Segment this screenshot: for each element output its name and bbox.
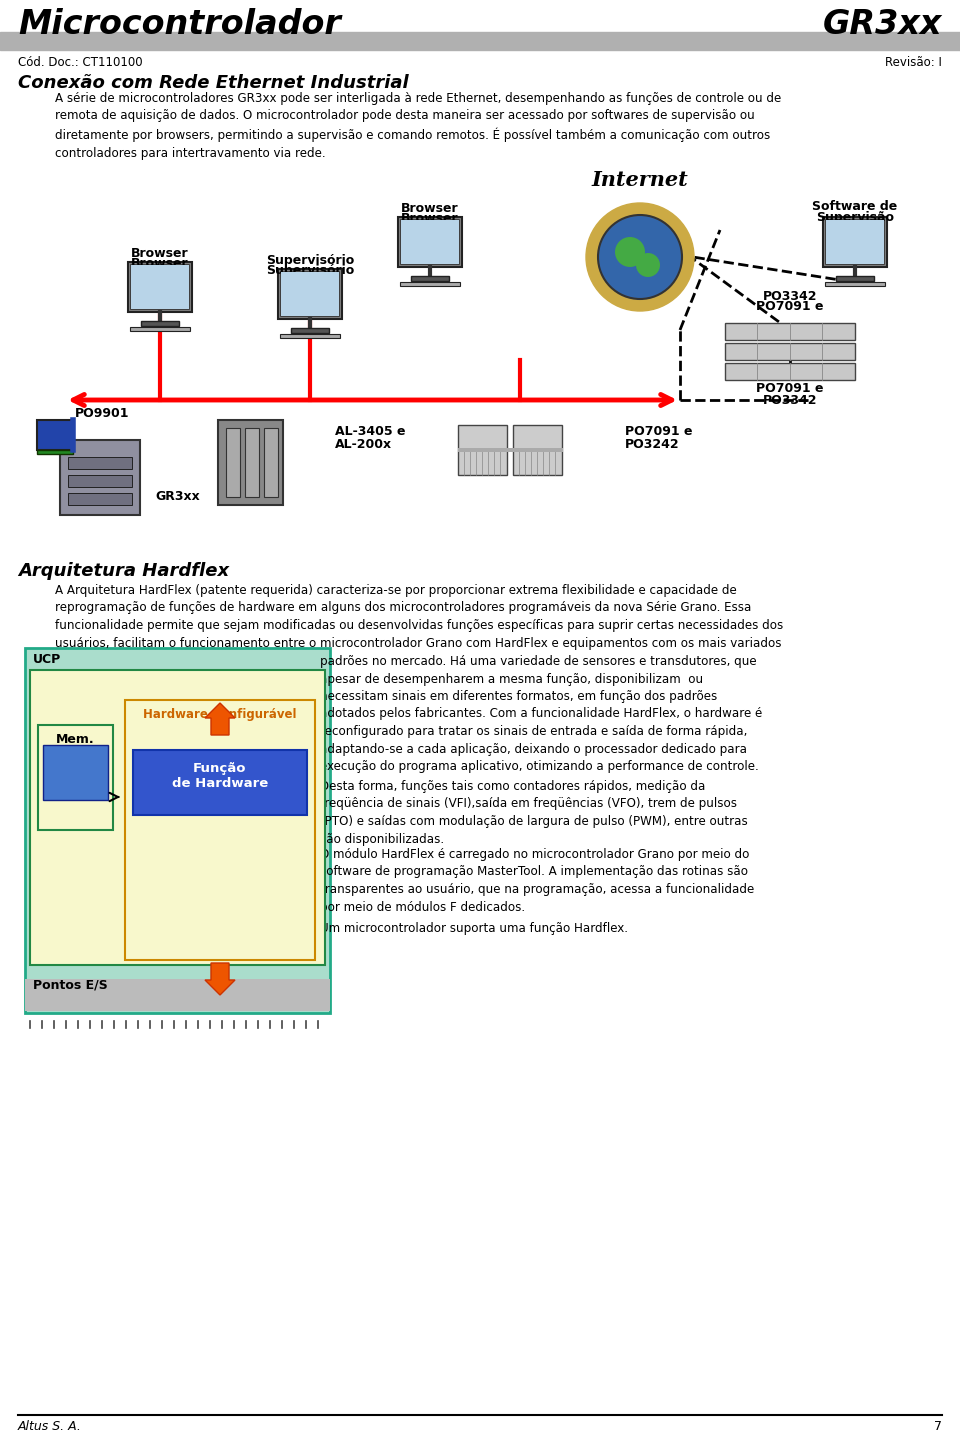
Text: GR3xx: GR3xx [155, 490, 200, 503]
Bar [245, 428, 259, 498]
Bar [226, 428, 240, 498]
Text: Microcontrolador: Microcontrolador [18, 7, 341, 41]
Text: Supervisão: Supervisão [816, 211, 894, 224]
Text: Cód. Doc.: CT110100: Cód. Doc.: CT110100 [18, 55, 143, 68]
Text: PO7091 e: PO7091 e [756, 383, 824, 394]
Bar [125, 700, 315, 960]
FancyArrow shape [205, 703, 235, 735]
Text: Browser: Browser [132, 247, 189, 260]
Bar [130, 327, 190, 330]
Bar [218, 420, 283, 505]
Text: UCP: UCP [33, 653, 61, 666]
Text: PO9901: PO9901 [75, 407, 130, 420]
Text: Internet: Internet [591, 170, 688, 191]
Bar [281, 272, 339, 316]
Text: PO3342: PO3342 [763, 394, 817, 407]
Text: A série de microcontroladores GR3xx pode ser interligada à rede Ethernet, desemp: A série de microcontroladores GR3xx pode… [55, 92, 781, 160]
Text: Mem.: Mem. [56, 733, 94, 746]
Bar [280, 335, 340, 338]
Text: PO3342: PO3342 [763, 290, 817, 303]
Text: GR3xx: GR3xx [823, 7, 942, 41]
Bar [401, 220, 459, 263]
Text: O módulo HardFlex é carregado no microcontrolador Grano por meio do
software de : O módulo HardFlex é carregado no microco… [320, 848, 755, 914]
Bar [823, 217, 887, 268]
Bar [398, 217, 462, 268]
Text: Função: Função [193, 762, 247, 776]
Bar [291, 327, 329, 333]
Text: AL-200x: AL-200x [335, 438, 392, 451]
Text: de Hardware: de Hardware [172, 777, 268, 790]
Bar [281, 272, 339, 316]
Bar [400, 282, 460, 287]
Bar [25, 647, 330, 1013]
Bar [458, 425, 507, 474]
Bar [60, 439, 140, 515]
Text: AL-3405 e: AL-3405 e [335, 425, 405, 438]
Text: Desta forma, funções tais como contadores rápidos, medição da
freqüência de sina: Desta forma, funções tais como contadore… [320, 780, 748, 845]
Bar [264, 428, 278, 498]
Text: Conexão com Rede Ethernet Industrial: Conexão com Rede Ethernet Industrial [18, 74, 409, 92]
Text: Software de: Software de [812, 199, 898, 212]
Text: Supervisório: Supervisório [266, 263, 354, 276]
Text: 7: 7 [934, 1420, 942, 1433]
Bar [43, 745, 108, 800]
Bar [141, 322, 179, 326]
Bar [401, 220, 459, 263]
Bar [725, 323, 855, 340]
Bar [128, 262, 192, 311]
Circle shape [615, 237, 645, 268]
Text: A Arquitetura HardFlex (patente requerida) caracteriza-se por proporcionar extre: A Arquitetura HardFlex (patente requerid… [55, 583, 783, 649]
Bar [725, 362, 855, 380]
Bar [68, 457, 132, 469]
Text: PO3242: PO3242 [625, 438, 680, 451]
Text: PO7091 e: PO7091 e [756, 300, 824, 313]
Bar [38, 725, 113, 829]
Bar [68, 474, 132, 487]
Text: Revisão: I: Revisão: I [885, 55, 942, 68]
Bar [278, 269, 342, 319]
Text: Altus S. A.: Altus S. A. [18, 1420, 82, 1433]
Circle shape [586, 204, 694, 311]
Bar [826, 220, 884, 263]
Text: Supervisório: Supervisório [266, 255, 354, 268]
FancyArrow shape [205, 963, 235, 995]
Bar [25, 979, 330, 1011]
Bar [0, 32, 960, 49]
Bar [30, 669, 325, 965]
Bar [725, 343, 855, 359]
Bar [411, 276, 449, 281]
Text: Browser: Browser [401, 202, 459, 215]
Circle shape [636, 253, 660, 276]
Bar [68, 493, 132, 505]
Text: Um microcontrolador suporta uma função Hardflex.: Um microcontrolador suporta uma função H… [320, 922, 628, 936]
Bar [37, 450, 73, 454]
Bar [826, 220, 884, 263]
Bar [513, 425, 562, 474]
Bar [458, 448, 563, 453]
Bar [825, 282, 885, 287]
Text: Browser: Browser [401, 212, 459, 226]
Circle shape [598, 215, 682, 298]
Bar [836, 276, 874, 281]
Text: Pontos E/S: Pontos E/S [33, 978, 108, 991]
Text: Hardware Configurável: Hardware Configurável [143, 709, 297, 722]
Text: PO7091 e: PO7091 e [625, 425, 692, 438]
Bar [131, 265, 189, 308]
Bar [37, 420, 73, 450]
Text: Arquitetura Hardflex: Arquitetura Hardflex [18, 562, 229, 581]
Bar [133, 749, 307, 815]
Bar [131, 265, 189, 308]
Text: padrões no mercado. Há uma variedade de sensores e transdutores, que
apesar de d: padrões no mercado. Há uma variedade de … [320, 655, 762, 773]
Text: Browser: Browser [132, 258, 189, 271]
